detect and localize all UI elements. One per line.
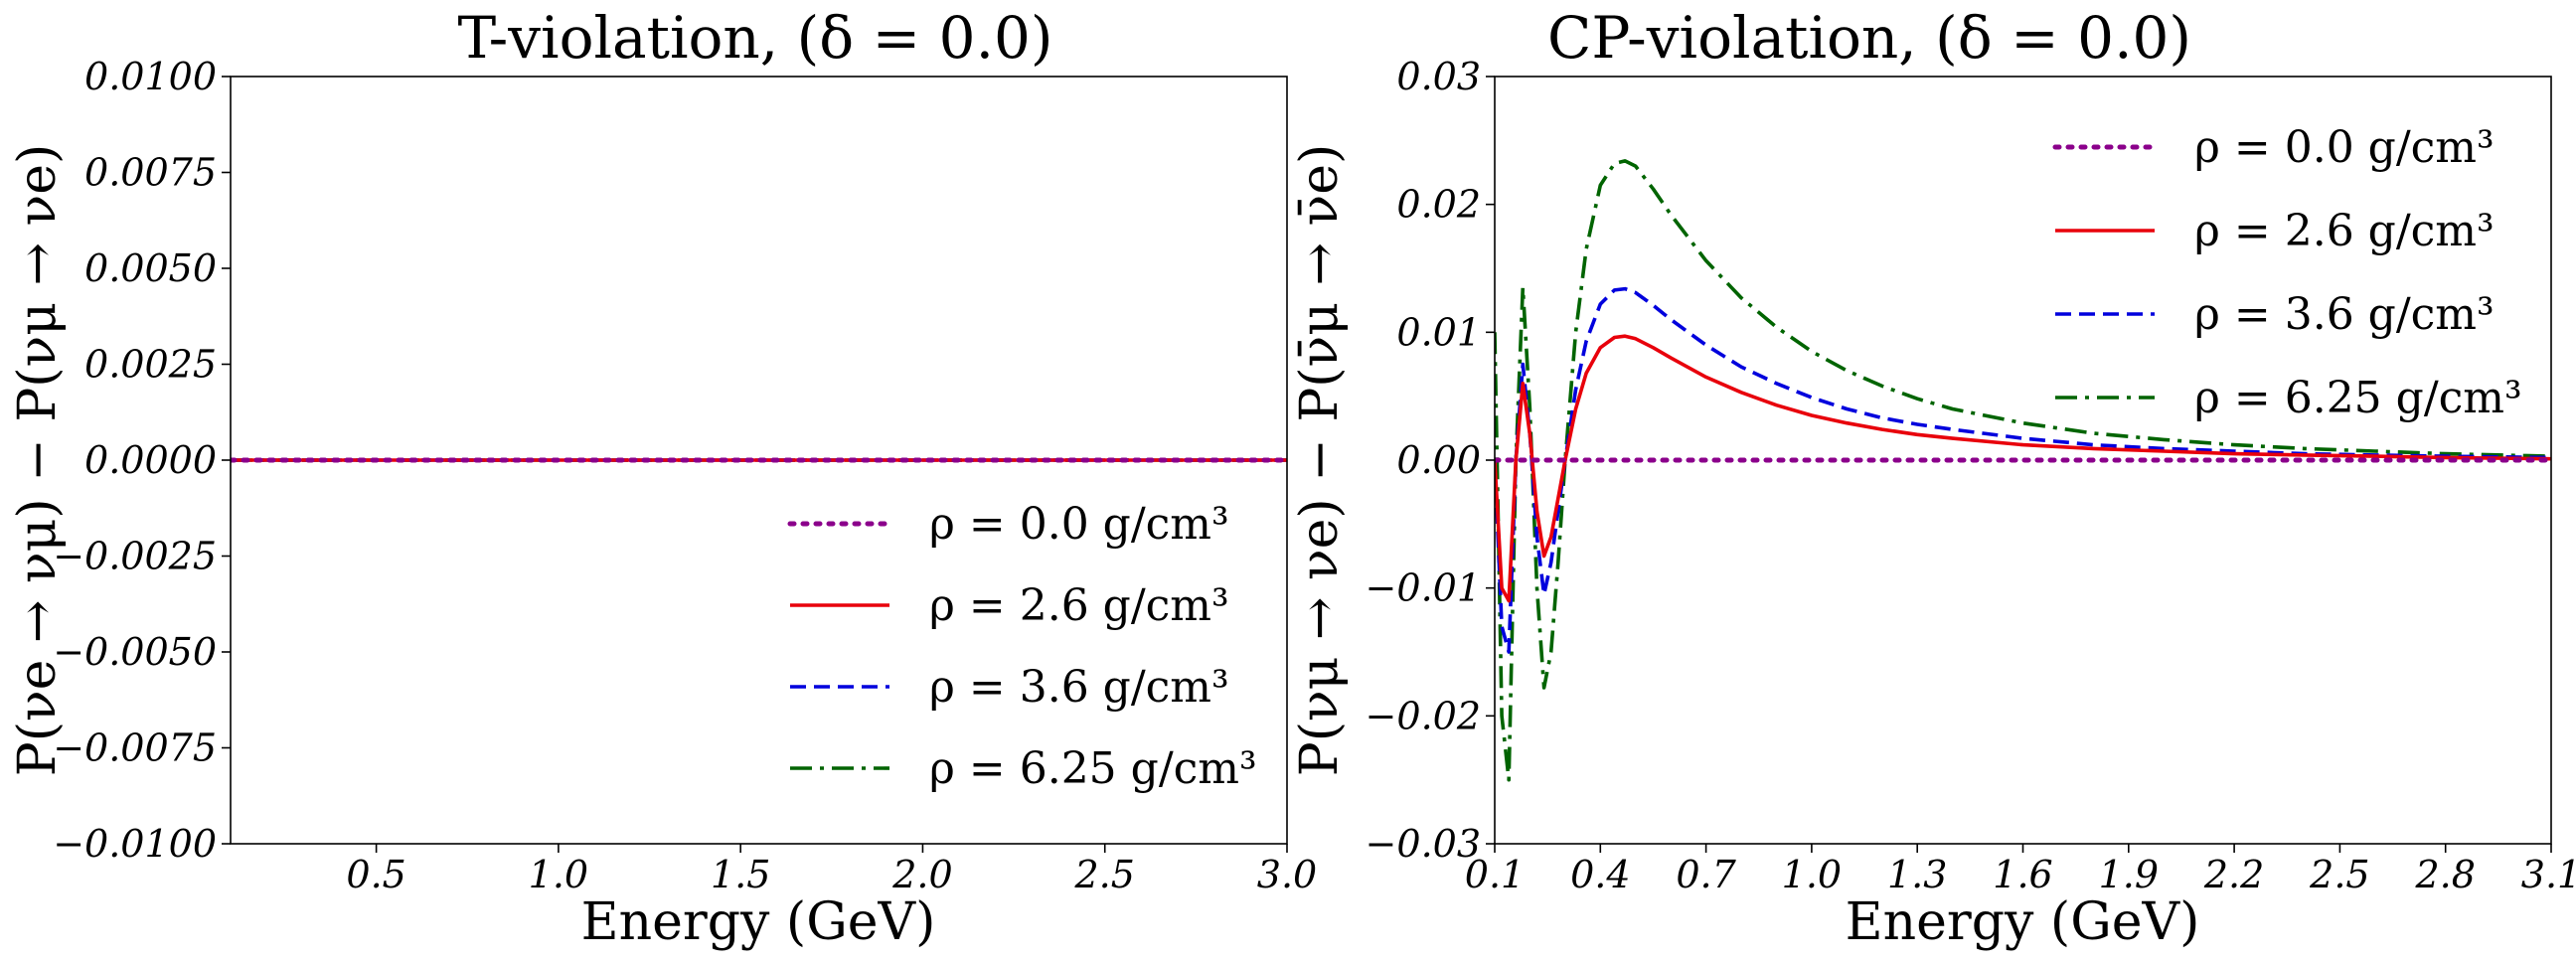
chart-right-ticks: 0.1 0.4 0.7 1.0 1.3 1.6 1.9 2.2 2.5 2.8 3.1 −0.03 −0… <box>1366 55 2576 896</box>
chart-right: CP-violation, (δ = 0.0) 0.1 0.4 0.7 1.0 1.3 1… <box>1290 4 2576 952</box>
chart-left-ytick-label: 0.0100 <box>84 55 217 98</box>
chart-left-ytick-label: 0.0050 <box>84 246 217 290</box>
chart-right-xtick-label: 1.0 <box>1782 853 1842 896</box>
chart-right-ytick-label: 0.03 <box>1396 55 1481 98</box>
chart-right-series-line-2 <box>1495 286 2551 654</box>
chart-right-legend: ρ = 0.0 g/cm³ ρ = 2.6 g/cm³ ρ = 3.6 g/cm³ ρ… <box>2052 122 2522 423</box>
chart-left-xtick-label: 1.5 <box>711 853 770 896</box>
chart-right-series-line-1 <box>1495 334 2551 603</box>
chart-left-ytick-label: 0.0025 <box>84 343 217 387</box>
chart-right-xtick-label: 3.1 <box>2521 853 2576 896</box>
chart-right-ylabel: P(νμ → νe) − P(ν̄μ → ν̄e) <box>1290 144 1350 777</box>
chart-left-xtick-label: 2.0 <box>891 853 952 896</box>
chart-right-lines <box>1495 159 2551 782</box>
chart-left-xtick-label: 1.0 <box>529 853 588 896</box>
chart-left-xtick-label: 3.0 <box>1257 853 1317 896</box>
chart-right-ytick-label: 0.00 <box>1396 438 1481 482</box>
chart-left-title: T-violation, (δ = 0.0) <box>457 4 1052 72</box>
chart-left-ytick-label: −0.0050 <box>53 630 217 674</box>
chart-left-ticks: 0.5 1.0 1.5 2.0 2.5 3.0 −0.0100 −0.0075 −0.0050 −… <box>53 55 1317 896</box>
chart-left-ylabel: P(νe → νμ) − P(νμ → νe) <box>8 144 68 777</box>
chart-right-ytick-label: 0.02 <box>1396 183 1481 227</box>
chart-right-xtick-label: 2.8 <box>2414 853 2475 896</box>
chart-right-ytick-label: −0.03 <box>1366 822 1481 866</box>
chart-right-legend-label: ρ = 0.0 g/cm³ <box>2194 122 2495 173</box>
chart-right-legend-label: ρ = 3.6 g/cm³ <box>2194 289 2495 340</box>
chart-right-ytick-label: 0.01 <box>1396 310 1481 354</box>
chart-right-xlabel: Energy (GeV) <box>1846 892 2200 952</box>
chart-left-xtick-label: 2.5 <box>1074 853 1135 896</box>
chart-left-ytick-label: 0.0000 <box>84 438 217 482</box>
chart-right-frame <box>1494 76 2552 845</box>
chart-left-ytick-label: −0.0075 <box>53 726 217 770</box>
chart-right-xtick-label: 0.7 <box>1676 853 1736 896</box>
chart-left-xlabel: Energy (GeV) <box>581 892 936 952</box>
chart-right-ytick-label: −0.02 <box>1366 694 1481 737</box>
chart-left: T-violation, (δ = 0.0) 0.5 1.0 1.5 2.0 2.5 3.… <box>8 4 1317 952</box>
chart-left-legend: ρ = 0.0 g/cm³ ρ = 2.6 g/cm³ ρ = 3.6 g/cm³ ρ… <box>787 499 1257 794</box>
chart-right-xtick-label: 0.1 <box>1465 853 1525 896</box>
chart-left-frame <box>230 76 1288 845</box>
chart-right-xtick-label: 1.9 <box>2099 853 2159 896</box>
chart-right-ytick-label: −0.01 <box>1366 566 1481 610</box>
chart-left-ytick-label: −0.0025 <box>53 535 217 578</box>
chart-right-xtick-label: 2.5 <box>2309 853 2369 896</box>
chart-right-xtick-label: 1.3 <box>1887 853 1947 896</box>
chart-right-title: CP-violation, (δ = 0.0) <box>1547 4 2191 72</box>
chart-right-xtick-label: 2.2 <box>2203 853 2264 896</box>
chart-right-xtick-label: 0.4 <box>1570 853 1630 896</box>
chart-left-ytick-label: 0.0075 <box>84 151 217 195</box>
chart-left-xtick-label: 0.5 <box>346 853 405 896</box>
chart-left-legend-label: ρ = 0.0 g/cm³ <box>929 499 1229 550</box>
chart-left-legend-label: ρ = 6.25 g/cm³ <box>929 743 1257 794</box>
chart-right-xtick-label: 1.6 <box>1993 853 2052 896</box>
chart-left-legend-label: ρ = 2.6 g/cm³ <box>929 580 1229 631</box>
chart-right-legend-label: ρ = 6.25 g/cm³ <box>2194 373 2522 423</box>
chart-left-legend-label: ρ = 3.6 g/cm³ <box>929 662 1229 713</box>
chart-right-legend-label: ρ = 2.6 g/cm³ <box>2194 206 2495 256</box>
chart-left-ytick-label: −0.0100 <box>53 822 217 866</box>
